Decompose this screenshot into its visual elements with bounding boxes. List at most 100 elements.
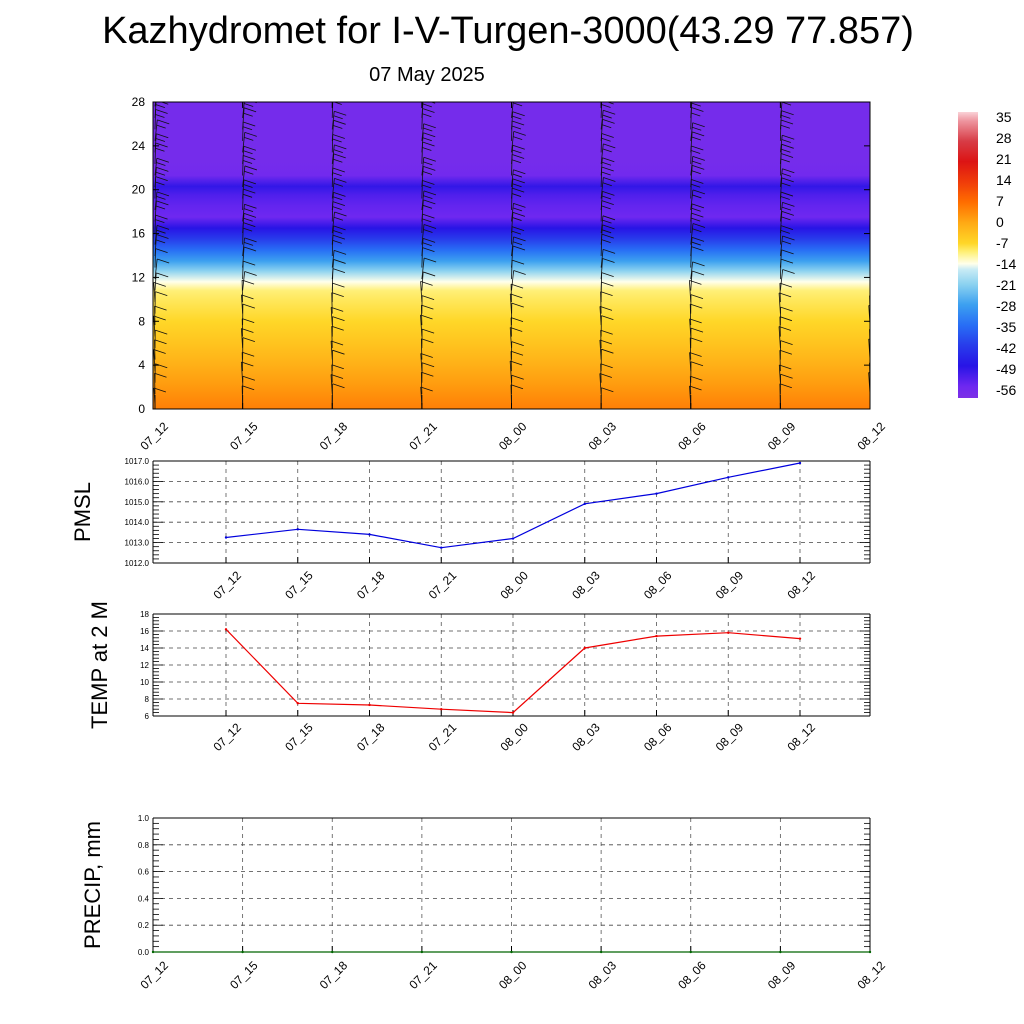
x-tick-label: 07_18	[317, 958, 351, 992]
wind-barb	[421, 199, 436, 222]
x-tick-label: 07_15	[227, 419, 261, 453]
colorbar-label: 14	[996, 172, 1012, 188]
wind-barb	[154, 339, 167, 360]
x-tick-label: 08_06	[675, 419, 709, 453]
wind-barb	[154, 225, 170, 245]
y-tick-label: 0	[138, 402, 145, 416]
x-tick-label: 08_03	[586, 419, 620, 453]
wind-barb	[869, 194, 870, 199]
wind-barb	[778, 292, 792, 314]
wind-barb	[331, 225, 346, 245]
x-tick-label: 08_00	[497, 568, 531, 602]
wind-barb	[869, 295, 870, 314]
colorbar-label: -7	[996, 235, 1009, 251]
wind-barb	[511, 131, 526, 153]
wind-barb	[779, 282, 793, 303]
wind-barb	[331, 191, 346, 211]
y-axis-title: PRECIP, mm	[80, 821, 105, 949]
data-point	[151, 950, 155, 954]
y-tick-label: 24	[132, 139, 146, 153]
wind-barb	[690, 223, 706, 245]
wind-barb	[778, 364, 792, 383]
wind-barb	[779, 249, 794, 268]
x-tick-label: 07_21	[426, 568, 460, 602]
wind-barb	[689, 352, 702, 372]
wind-barb	[331, 110, 347, 130]
wind-barb	[600, 215, 616, 234]
wind-barb	[779, 349, 792, 372]
wind-barb	[600, 329, 613, 349]
data-point	[224, 628, 228, 631]
colorbar-label: -42	[996, 340, 1016, 356]
wind-barb	[154, 291, 168, 314]
wind-barb	[420, 353, 433, 372]
x-tick-label: 08_00	[496, 958, 530, 992]
wind-barb	[511, 236, 526, 257]
y-tick-label: 12	[132, 270, 146, 284]
wind-barb	[242, 165, 258, 188]
wind-barb	[420, 304, 434, 326]
wind-barb	[689, 303, 703, 326]
wind-barb	[511, 212, 526, 234]
y-tick-label: 0.6	[138, 868, 150, 877]
wind-barb	[330, 374, 344, 395]
x-tick-label: 08_06	[641, 568, 675, 602]
wind-barb	[154, 166, 169, 188]
wind-barb	[869, 314, 870, 337]
wind-barb	[331, 153, 346, 176]
data-point	[583, 646, 586, 650]
data-point	[655, 492, 658, 495]
wind-barb	[511, 302, 524, 326]
wind-barb	[869, 204, 870, 210]
data-point	[868, 950, 872, 954]
wind-barb	[599, 306, 613, 326]
wind-barb	[869, 139, 870, 153]
data-point	[331, 950, 334, 954]
y-tick-label: 10	[140, 678, 149, 687]
wind-barb	[779, 269, 795, 291]
wind-barb	[779, 168, 795, 188]
y-tick-label: 16	[140, 627, 149, 636]
wind-barb	[511, 374, 524, 395]
wind-barb	[690, 122, 705, 141]
y-tick-label: 14	[140, 644, 149, 653]
data-point	[440, 546, 443, 549]
wind-barb	[690, 361, 704, 383]
wind-barb	[779, 102, 792, 118]
data-point	[689, 950, 692, 954]
data-point	[511, 537, 515, 540]
x-tick-label: 08_12	[854, 419, 888, 453]
wind-barb	[242, 179, 257, 199]
wind-barb	[420, 338, 434, 360]
wind-barb	[869, 386, 870, 406]
wind-barb	[241, 351, 255, 372]
x-tick-label: 07_18	[354, 720, 388, 754]
wind-barb	[331, 249, 347, 268]
wind-barb	[154, 200, 169, 222]
wind-barb	[600, 177, 616, 199]
y-tick-label: 8	[145, 695, 150, 704]
wind-barb	[510, 283, 524, 303]
wind-barb	[421, 362, 435, 383]
x-tick-label: 07_21	[406, 419, 440, 453]
wind-barb	[510, 317, 524, 337]
data-point	[655, 634, 658, 638]
data-point	[599, 950, 603, 954]
wind-barb	[689, 318, 702, 337]
wind-barb	[869, 273, 870, 280]
wind-barb	[869, 125, 870, 130]
wind-barb	[869, 328, 870, 349]
y-tick-label: 6	[145, 712, 150, 721]
wind-barb	[779, 211, 794, 234]
wind-barb	[690, 237, 705, 257]
data-point	[727, 631, 730, 634]
y-tick-label: 0.8	[138, 841, 150, 850]
wind-barb	[154, 372, 167, 395]
wind-barb	[869, 102, 870, 107]
wind-barb	[779, 235, 795, 257]
wind-barb	[242, 107, 257, 130]
wind-barb	[242, 131, 257, 153]
wind-barb	[510, 350, 524, 372]
wind-barb	[421, 156, 436, 176]
wind-barb	[600, 109, 616, 130]
